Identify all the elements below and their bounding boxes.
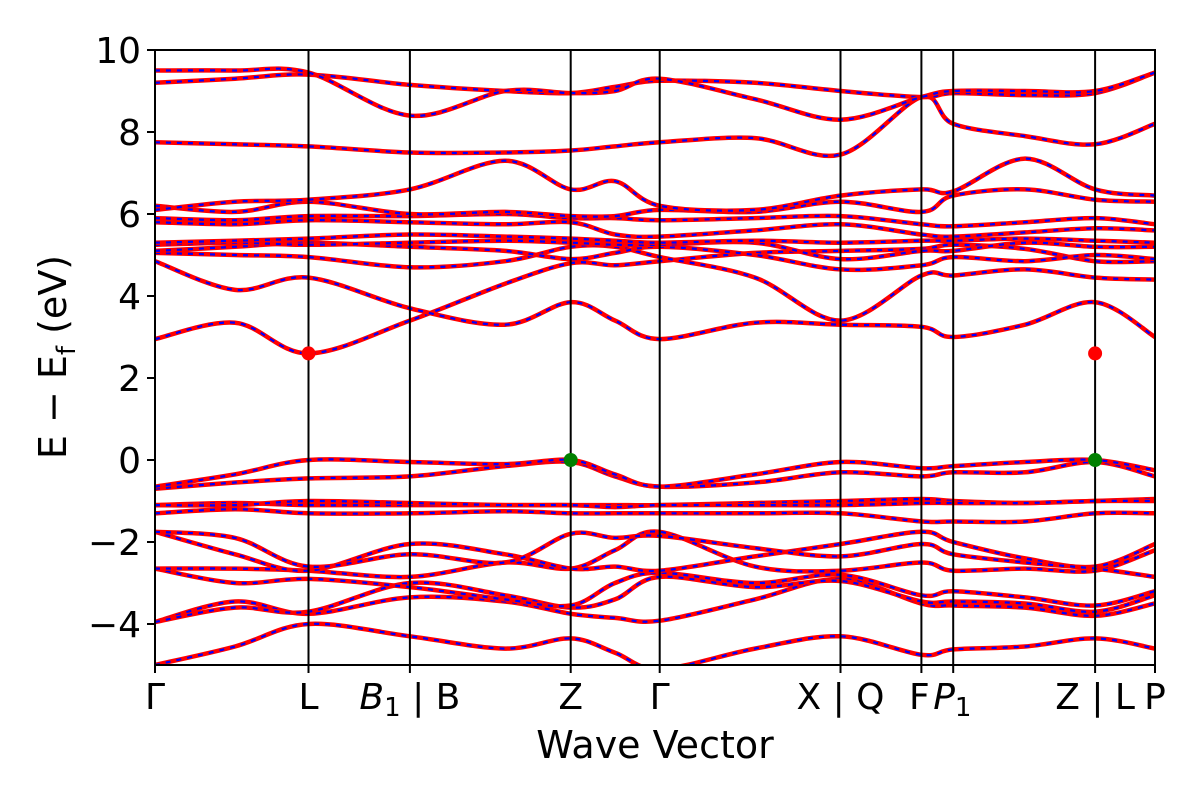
x-tick-label: Γ (145, 677, 165, 718)
band-edge-markers (301, 346, 1103, 467)
y-tick-label: 6 (118, 195, 141, 236)
band-line-spin-up (155, 94, 1155, 159)
band-line-spin-down (155, 508, 1155, 524)
x-tick-label: F (909, 677, 930, 718)
band-line-spin-up (155, 621, 1155, 665)
x-tick-label: P (1144, 677, 1166, 718)
cbm-marker (1088, 346, 1103, 361)
x-tick-label: X | Q (796, 677, 884, 718)
y-tick-label: 4 (118, 277, 141, 318)
y-tick-label: −4 (88, 605, 141, 646)
y-axis-label: E − Ef (eV) (31, 255, 82, 459)
y-axis-ticks: −4 −2 0 2 4 6 8 10 (88, 31, 155, 646)
cbm-marker (301, 346, 316, 361)
x-axis-label: Wave Vector (536, 723, 774, 767)
band-line-spin-down (155, 233, 1155, 244)
band-line-spin-down (155, 239, 1155, 261)
y-tick-label: 2 (118, 359, 141, 400)
y-axis-label-sub: f (52, 345, 82, 355)
band-lines (155, 66, 1155, 665)
x-tick-label: Γ (650, 677, 670, 718)
band-line-spin-up (155, 243, 1155, 323)
high-symmetry-lines (307, 50, 1097, 665)
x-tick-label: L (298, 677, 318, 718)
y-tick-label: 8 (118, 113, 141, 154)
y-tick-label: 10 (95, 31, 141, 72)
band-line-spin-down (155, 212, 1155, 228)
vbm-marker (563, 453, 578, 467)
x-tick-label: Z | L (1055, 677, 1135, 718)
band-line-spin-down (155, 622, 1155, 665)
band-line-spin-down (155, 499, 1155, 509)
y-tick-label: 0 (118, 441, 141, 482)
band-line-spin-up (155, 70, 1155, 100)
band-line-spin-down (155, 567, 1155, 608)
band-line-spin-up (155, 258, 1155, 342)
band-line-spin-down (155, 577, 1155, 624)
band-line-spin-up (155, 506, 1155, 525)
y-axis-label-unit: (eV) (31, 255, 75, 346)
y-tick-label: −2 (88, 523, 141, 564)
vbm-marker (1088, 453, 1103, 467)
plot-frame (154, 49, 1156, 666)
x-tick-label: Z (558, 677, 583, 718)
band-line-spin-down (155, 157, 1155, 212)
y-axis-label-main: E − E (31, 355, 75, 459)
x-tick-label: B1 | B (359, 677, 460, 723)
x-tick-label: P1 (933, 677, 971, 723)
